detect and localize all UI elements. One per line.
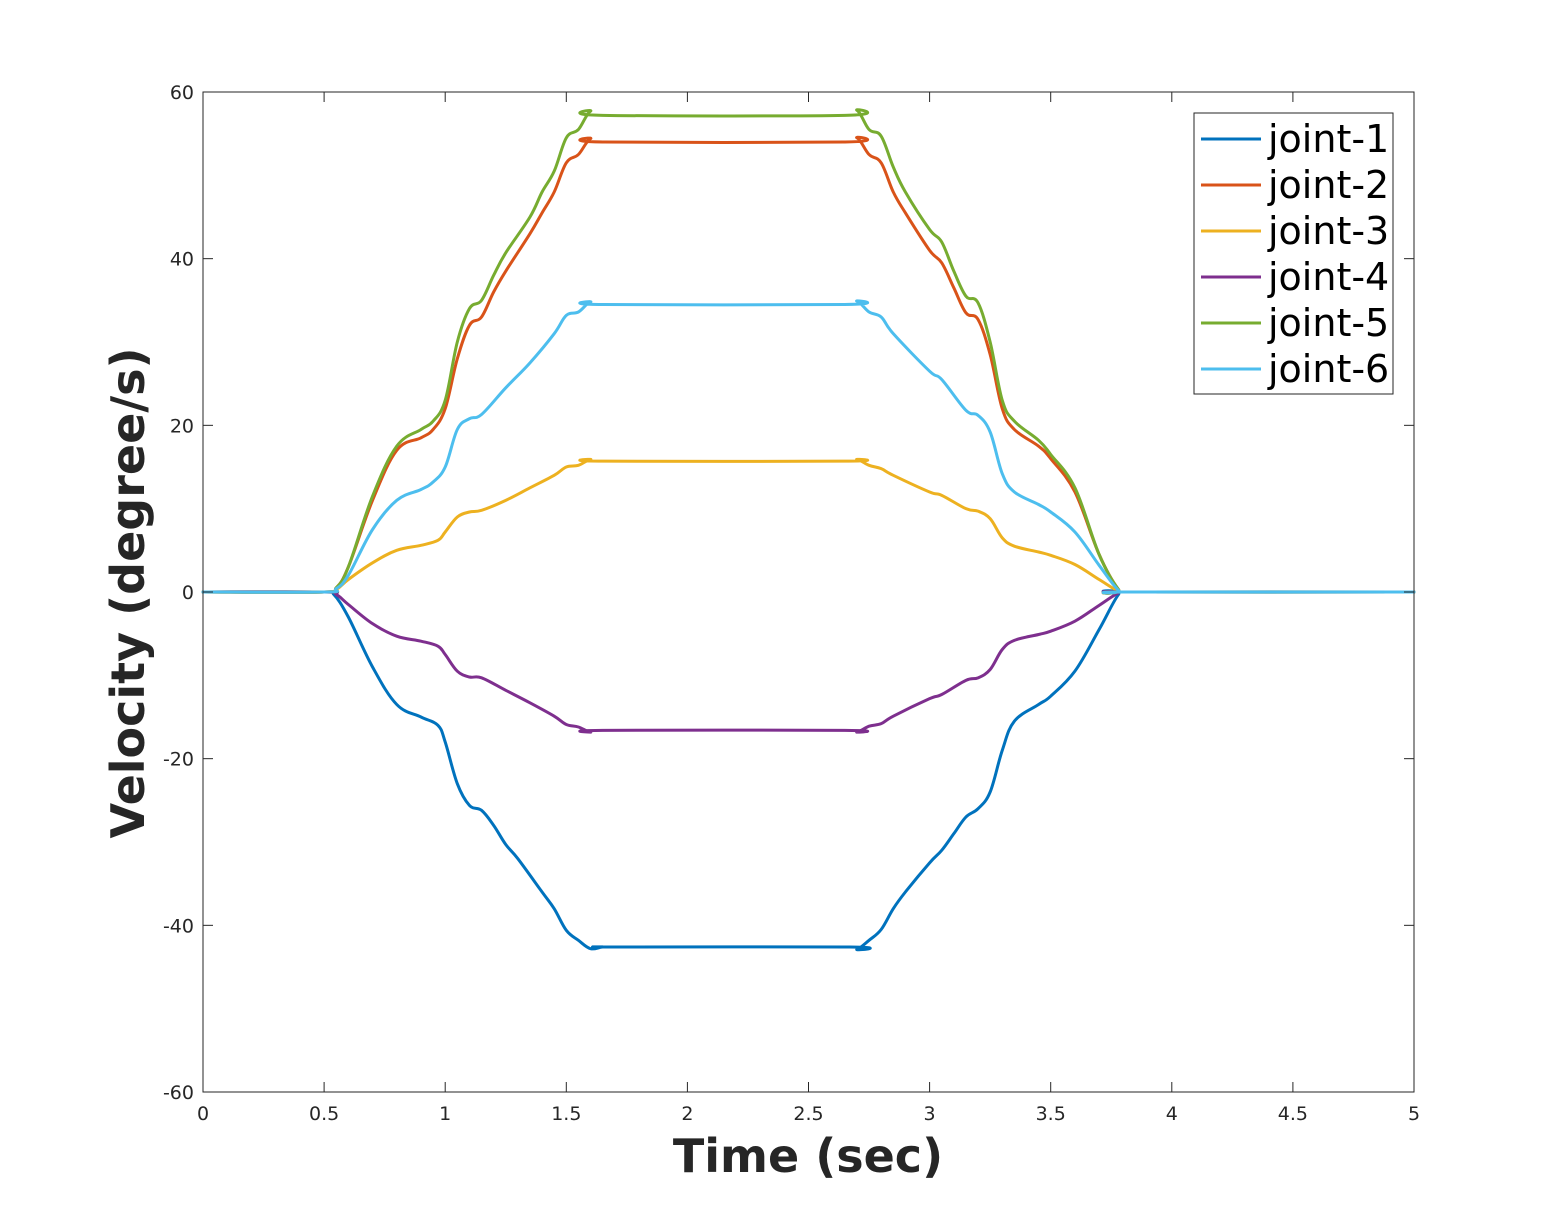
x-tick-label: 0.5 <box>309 1103 339 1125</box>
legend-label-joint-2: joint-2 <box>1267 163 1389 207</box>
x-axis-title: Time (sec) <box>673 1129 943 1183</box>
x-tick-label: 5 <box>1408 1103 1420 1125</box>
x-tick-label: 3.5 <box>1036 1103 1066 1125</box>
y-tick-label: 60 <box>170 82 194 104</box>
series-line-joint-1 <box>201 589 1416 952</box>
y-tick-label: 20 <box>170 415 194 437</box>
legend-box <box>1193 112 1394 395</box>
y-tick-label: -20 <box>163 749 194 771</box>
series-line-joint-3 <box>201 457 1416 594</box>
y-tick-label: -40 <box>163 915 194 937</box>
x-tick-label: 3 <box>924 1103 936 1125</box>
x-tick-label: 4 <box>1166 1103 1178 1125</box>
legend-label-joint-4: joint-4 <box>1267 255 1389 299</box>
x-tick-label: 2.5 <box>793 1103 823 1125</box>
x-tick-label: 0 <box>197 1103 209 1125</box>
series-line-joint-2 <box>201 135 1416 595</box>
legend-label-joint-5: joint-5 <box>1267 301 1389 345</box>
y-axis-title: Velocity (degree/s) <box>101 347 155 838</box>
series-line-joint-6 <box>201 299 1416 595</box>
legend: joint-1joint-2joint-3joint-4joint-5joint… <box>1193 112 1394 395</box>
y-tick-label: 40 <box>170 249 194 271</box>
y-tick-label: -60 <box>163 1082 194 1104</box>
series-layer <box>201 108 1416 952</box>
legend-label-joint-3: joint-3 <box>1267 209 1389 253</box>
y-tick-label: 0 <box>182 582 194 604</box>
legend-label-joint-1: joint-1 <box>1267 117 1389 161</box>
x-tick-label: 4.5 <box>1278 1103 1308 1125</box>
x-tick-label: 1.5 <box>551 1103 581 1125</box>
x-tick-label: 1 <box>439 1103 451 1125</box>
legend-label-joint-6: joint-6 <box>1267 347 1389 391</box>
tick-layer: 0 0.5 1 1.5 2 2.5 3 3.5 4 4.5 5 -60 -40 -20 0 20 40 60 <box>163 82 1420 1125</box>
series-line-joint-4 <box>201 590 1416 734</box>
x-tick-label: 2 <box>681 1103 693 1125</box>
series-line-joint-5 <box>201 108 1416 595</box>
